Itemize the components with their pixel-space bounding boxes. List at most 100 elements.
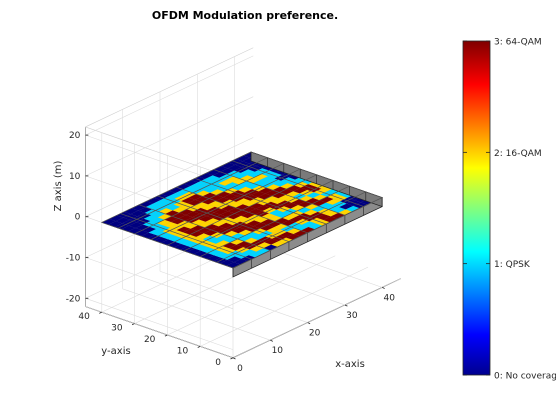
coverage-cell bbox=[233, 172, 248, 179]
coverage-cell bbox=[226, 262, 241, 268]
coverage-cell bbox=[259, 224, 274, 231]
grid-line bbox=[85, 257, 234, 310]
coverage-cell bbox=[229, 244, 244, 251]
coverage-cell bbox=[190, 182, 205, 189]
coverage-cell bbox=[227, 164, 242, 171]
coverage-cell bbox=[175, 189, 190, 196]
x-tick-label: 10 bbox=[272, 346, 284, 356]
coverage-cell bbox=[219, 259, 234, 266]
coverage-cell bbox=[266, 184, 281, 191]
coverage-cell bbox=[212, 171, 227, 178]
coverage-cell bbox=[216, 240, 230, 246]
coverage-cell bbox=[214, 209, 228, 215]
coverage-cell bbox=[245, 183, 260, 190]
x-tick-label: 20 bbox=[309, 329, 321, 339]
coverage-cell bbox=[131, 204, 146, 211]
x-tick-mark bbox=[382, 286, 385, 289]
coverage-cell bbox=[214, 251, 229, 258]
coverage-cell bbox=[297, 207, 312, 214]
coverage-cell bbox=[218, 222, 233, 229]
coverage-cell bbox=[269, 209, 284, 216]
coverage-cell bbox=[135, 224, 150, 231]
y-tick-label: 10 bbox=[177, 346, 189, 356]
coverage-cell bbox=[241, 212, 256, 219]
colorbar-gradient bbox=[462, 40, 491, 376]
coverage-cell bbox=[198, 173, 213, 179]
x-tick-mark bbox=[344, 304, 348, 307]
coverage-cell bbox=[227, 256, 242, 263]
coverage-cell bbox=[210, 189, 225, 196]
x-tick-label: 0 bbox=[237, 364, 243, 374]
grid-line bbox=[85, 298, 234, 350]
x-tick-mark bbox=[232, 357, 236, 360]
coverage-cell bbox=[345, 205, 360, 212]
grid-line bbox=[122, 288, 271, 341]
coverage-cell bbox=[121, 225, 136, 232]
coverage-cell bbox=[109, 215, 124, 222]
y-axis-label: y-axis bbox=[101, 346, 130, 357]
coverage-cell bbox=[142, 226, 157, 233]
coverage-cell bbox=[208, 200, 223, 207]
colorbar-tick-label: 1: QPSK bbox=[494, 260, 531, 270]
coverage-cell bbox=[278, 194, 293, 201]
coverage-cell bbox=[174, 238, 189, 244]
coverage-cell bbox=[194, 202, 209, 208]
coverage-cell bbox=[264, 238, 279, 245]
coverage-cell bbox=[124, 208, 139, 215]
coverage-cell bbox=[304, 203, 319, 210]
coverage-cell bbox=[261, 213, 276, 220]
coverage-cell bbox=[319, 196, 334, 203]
coverage-cell bbox=[253, 222, 268, 229]
partition-wall bbox=[216, 191, 366, 263]
coverage-cell bbox=[209, 238, 224, 244]
coverage-cell bbox=[279, 231, 294, 238]
coverage-cell bbox=[260, 176, 275, 182]
coverage-cell bbox=[181, 197, 196, 204]
coverage-cell bbox=[230, 239, 245, 245]
coverage-cell bbox=[205, 218, 220, 225]
coverage-cell bbox=[181, 240, 196, 247]
coverage-cell bbox=[238, 186, 253, 193]
coverage-cell bbox=[301, 227, 316, 233]
coverage-cell bbox=[228, 201, 243, 208]
coverage-cell bbox=[239, 181, 254, 187]
coverage-cell bbox=[197, 227, 212, 234]
coverage-cell bbox=[138, 207, 153, 213]
coverage-cell bbox=[251, 191, 266, 198]
z-axis-label: Z axis (m) bbox=[53, 161, 64, 212]
coverage-cell bbox=[143, 215, 158, 221]
coverage-cell bbox=[231, 227, 246, 234]
x-axis-label: x-axis bbox=[335, 359, 365, 370]
coverage-cell bbox=[225, 182, 239, 188]
coverage-cell bbox=[194, 245, 209, 251]
y-tick-mark bbox=[230, 357, 234, 360]
coverage-cell bbox=[165, 210, 180, 217]
coverage-cell bbox=[311, 206, 326, 212]
partition-wall bbox=[232, 197, 383, 269]
x-tick-label: 40 bbox=[383, 293, 395, 303]
coverage-cell bbox=[257, 242, 272, 249]
partition-wall bbox=[118, 157, 268, 229]
coverage-cell bbox=[171, 218, 185, 225]
partition-wall bbox=[134, 163, 284, 235]
coverage-cell bbox=[168, 235, 183, 242]
coverage-cell bbox=[230, 233, 245, 239]
y-tick-mark bbox=[99, 311, 102, 314]
coverage-cell bbox=[236, 198, 251, 205]
coverage-cell bbox=[238, 229, 253, 236]
coverage-cell bbox=[247, 171, 262, 178]
colorbar-tick-label: 0: No coverage bbox=[494, 372, 556, 382]
coverage-cell bbox=[233, 215, 248, 222]
x-tick-mark bbox=[270, 339, 273, 342]
coverage-cell bbox=[236, 155, 251, 162]
z-tick-label: -20 bbox=[66, 294, 81, 304]
coverage-cell bbox=[168, 193, 183, 199]
coverage-cell bbox=[128, 228, 143, 234]
coverage-cell bbox=[166, 204, 181, 211]
coverage-cell bbox=[148, 229, 163, 235]
coverage-cell bbox=[251, 234, 266, 240]
coverage-cell bbox=[157, 219, 171, 226]
coverage-cell bbox=[249, 203, 264, 209]
coverage-cell bbox=[263, 244, 278, 251]
coverage-cell bbox=[299, 195, 313, 202]
